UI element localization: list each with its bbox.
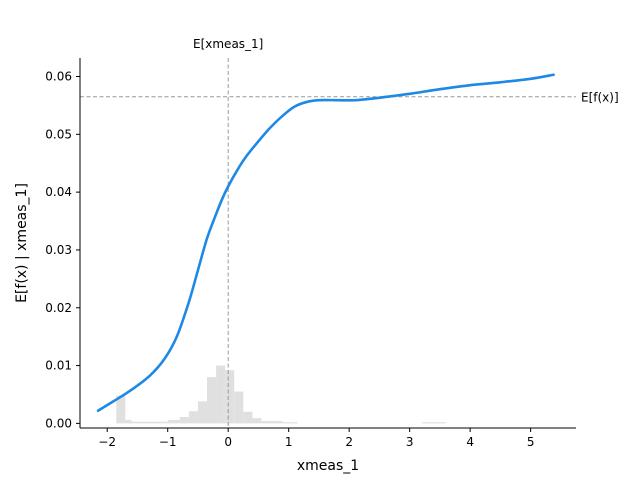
x-tick-label: −2 [98, 435, 116, 449]
histogram-bar [261, 421, 283, 424]
histogram-bar [234, 391, 244, 424]
histogram-bar [197, 401, 208, 424]
histogram-bar [282, 422, 298, 424]
y-tick-label: 0.03 [45, 243, 72, 257]
histogram-bar [125, 419, 132, 424]
expected-x-label: E[xmeas_1] [193, 37, 263, 51]
y-tick-label: 0.04 [45, 185, 72, 199]
x-tick-label: −1 [159, 435, 177, 449]
x-tick-label: 4 [466, 435, 474, 449]
histogram [116, 365, 446, 424]
histogram-bar [131, 421, 168, 424]
histogram-bar [207, 377, 217, 424]
chart-text: E[xmeas_1] E[f(x)] xmeas_1 E[f(x) | xmea… [14, 37, 619, 474]
x-tick-label: 3 [406, 435, 414, 449]
y-tick-label: 0.01 [45, 359, 72, 373]
histogram-bar [116, 395, 126, 424]
series-layer [96, 73, 555, 412]
x-axis-title: xmeas_1 [297, 458, 359, 474]
y-tick-label: 0.00 [45, 416, 72, 430]
y-tick-label: 0.02 [45, 301, 72, 315]
y-tick-label: 0.05 [45, 127, 72, 141]
series-line [96, 73, 555, 412]
histogram-bar [243, 411, 253, 424]
histogram-bar [225, 370, 235, 424]
histogram-bar [421, 422, 446, 424]
histogram-bar [167, 419, 180, 424]
axes: −2 −1 0 1 2 3 4 5 0.00 0.01 0.02 0.03 0.04 0.05 0.06 [45, 58, 576, 449]
x-tick-label: 1 [285, 435, 293, 449]
expected-fx-label: E[f(x)] [581, 91, 619, 105]
histogram-bar [216, 365, 226, 424]
histogram-bar [179, 417, 189, 424]
x-tick-label: 0 [224, 435, 232, 449]
y-tick-label: 0.06 [45, 70, 72, 84]
y-axis-title: E[f(x) | xmeas_1] [14, 183, 30, 303]
histogram-bar [188, 411, 198, 424]
reference-lines [80, 58, 576, 428]
x-tick-label: 2 [345, 435, 353, 449]
histogram-bar [252, 418, 262, 424]
x-tick-label: 5 [527, 435, 535, 449]
